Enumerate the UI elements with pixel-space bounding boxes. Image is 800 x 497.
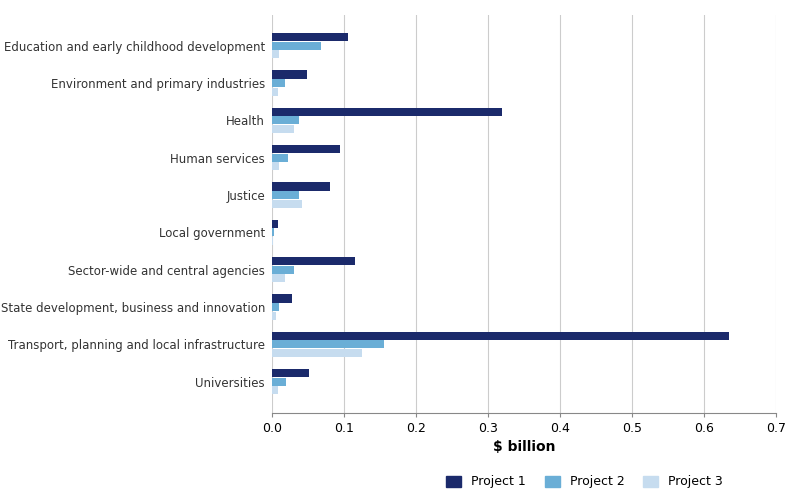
Bar	[272, 33, 348, 41]
Bar	[272, 108, 502, 116]
X-axis label: $ billion: $ billion	[493, 440, 555, 454]
Bar	[272, 303, 279, 311]
Bar	[272, 331, 730, 340]
Bar	[272, 228, 274, 237]
Legend: Project 1, Project 2, Project 3: Project 1, Project 2, Project 3	[441, 471, 728, 494]
Bar	[272, 200, 302, 208]
Bar	[272, 145, 341, 153]
Bar	[272, 162, 279, 170]
Bar	[272, 191, 299, 199]
Bar	[272, 70, 306, 79]
Bar	[272, 349, 362, 357]
Bar	[272, 220, 278, 228]
Bar	[272, 369, 310, 377]
Bar	[272, 79, 285, 87]
Bar	[272, 154, 288, 162]
Bar	[272, 237, 274, 245]
Bar	[272, 312, 276, 320]
Bar	[272, 274, 285, 282]
Bar	[272, 182, 330, 190]
Bar	[272, 265, 294, 274]
Bar	[272, 87, 278, 96]
Bar	[272, 294, 292, 303]
Bar	[272, 386, 278, 395]
Bar	[272, 340, 384, 348]
Bar	[272, 125, 294, 133]
Bar	[272, 378, 286, 386]
Bar	[272, 257, 355, 265]
Bar	[272, 50, 279, 59]
Bar	[272, 116, 299, 124]
Bar	[272, 42, 321, 50]
